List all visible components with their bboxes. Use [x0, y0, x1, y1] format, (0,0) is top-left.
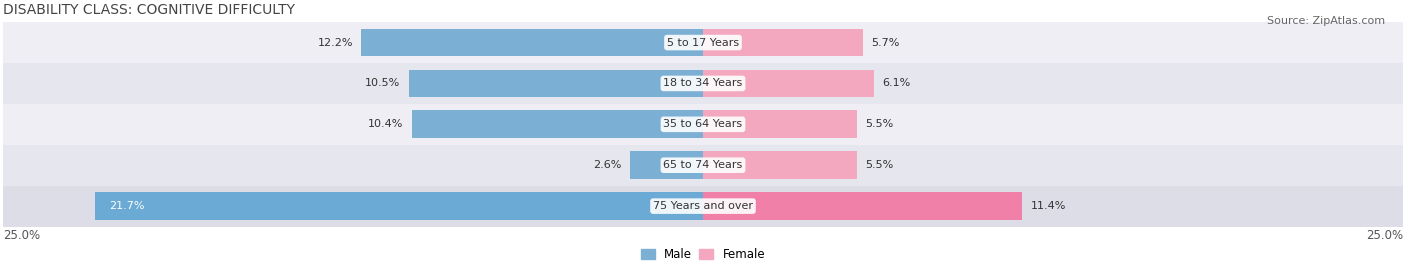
Bar — [3, 104, 1403, 145]
Bar — [412, 111, 703, 138]
Text: 25.0%: 25.0% — [3, 229, 39, 242]
Bar — [703, 70, 875, 97]
Text: DISABILITY CLASS: COGNITIVE DIFFICULTY: DISABILITY CLASS: COGNITIVE DIFFICULTY — [3, 3, 295, 17]
Bar — [361, 29, 703, 56]
Text: 2.6%: 2.6% — [593, 160, 621, 170]
Bar — [703, 192, 1022, 220]
Bar — [703, 151, 858, 179]
Text: 75 Years and over: 75 Years and over — [652, 201, 754, 211]
Text: 11.4%: 11.4% — [1031, 201, 1066, 211]
Bar — [3, 63, 1403, 104]
Text: Source: ZipAtlas.com: Source: ZipAtlas.com — [1267, 16, 1385, 26]
Bar — [3, 22, 1403, 63]
Text: 5.5%: 5.5% — [866, 160, 894, 170]
Text: 65 to 74 Years: 65 to 74 Years — [664, 160, 742, 170]
Text: 10.5%: 10.5% — [366, 79, 401, 89]
Text: 5.5%: 5.5% — [866, 119, 894, 129]
Text: 18 to 34 Years: 18 to 34 Years — [664, 79, 742, 89]
Text: 6.1%: 6.1% — [882, 79, 911, 89]
Bar — [96, 192, 703, 220]
Text: 5 to 17 Years: 5 to 17 Years — [666, 38, 740, 48]
Bar — [630, 151, 703, 179]
Text: 25.0%: 25.0% — [1367, 229, 1403, 242]
Text: 35 to 64 Years: 35 to 64 Years — [664, 119, 742, 129]
Legend: Male, Female: Male, Female — [636, 243, 770, 266]
Text: 12.2%: 12.2% — [318, 38, 353, 48]
Bar — [703, 111, 858, 138]
Bar — [703, 29, 863, 56]
Bar — [3, 145, 1403, 186]
Bar — [3, 186, 1403, 226]
Bar — [409, 70, 703, 97]
Text: 21.7%: 21.7% — [110, 201, 145, 211]
Text: 5.7%: 5.7% — [872, 38, 900, 48]
Text: 10.4%: 10.4% — [368, 119, 404, 129]
